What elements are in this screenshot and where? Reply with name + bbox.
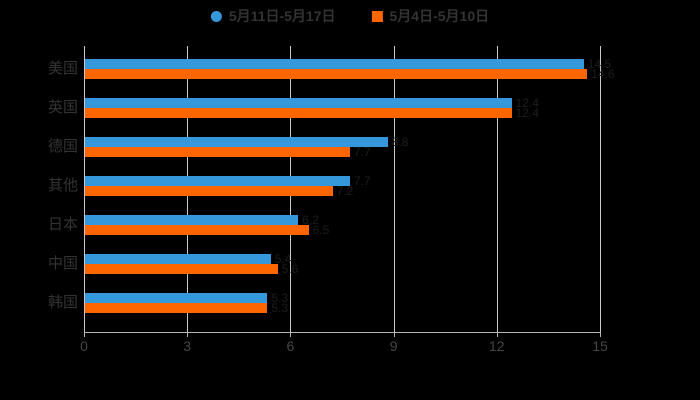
x-tick-label: 15	[592, 338, 608, 354]
x-tick-label: 6	[286, 338, 295, 354]
bar-value-label: 12.4	[515, 96, 539, 110]
square-marker-icon	[371, 10, 383, 22]
bar-series2-其他[interactable]	[85, 186, 333, 196]
bar-value-label: 7.2	[336, 184, 354, 198]
x-tick-label: 12	[489, 338, 505, 354]
x-tick-label: 3	[183, 338, 192, 354]
bar-value-label: 8.8	[391, 135, 409, 149]
bar-value-label: 12.4	[515, 106, 539, 120]
x-axis-tick	[84, 332, 85, 337]
y-axis-category-label: 日本	[47, 216, 78, 233]
bar-series2-中国[interactable]	[85, 264, 278, 274]
bar-series2-日本[interactable]	[85, 225, 309, 235]
bar-value-label: 5.6	[281, 262, 299, 276]
y-axis-category-label: 英国	[47, 99, 78, 116]
bar-value-label: 6.2	[302, 213, 319, 227]
bar-series1-日本[interactable]	[85, 215, 299, 225]
bar-series1-韩国[interactable]	[85, 293, 268, 303]
x-axis-tick	[600, 332, 601, 337]
x-axis-tick	[393, 332, 395, 337]
gridline	[496, 46, 498, 332]
legend-item-0[interactable]: 5月11日-5月17日	[210, 6, 336, 26]
bar-value-label: 7.7	[353, 174, 371, 188]
legend-label: 5月4日-5月10日	[389, 8, 490, 24]
y-axis-category-label: 美国	[47, 60, 78, 77]
bar-series2-美国[interactable]	[85, 69, 588, 79]
y-axis-category-label: 其他	[47, 177, 78, 194]
gridline	[84, 46, 85, 332]
bar-series1-中国[interactable]	[85, 254, 271, 264]
bar-value-label: 5.4	[274, 252, 292, 266]
bar-value-label: 5.3	[271, 291, 288, 305]
bar-value-label: 14.6	[591, 67, 615, 81]
x-tick-label: 0	[80, 338, 88, 354]
legend-item-1[interactable]: 5月4日-5月10日	[371, 6, 490, 26]
bar-series2-德国[interactable]	[85, 147, 350, 157]
bar-value-label: 5.3	[271, 301, 288, 315]
x-axis-line	[84, 332, 601, 333]
y-axis-category-label: 韩国	[47, 294, 78, 311]
y-axis-category-label: 中国	[47, 255, 78, 272]
gridline	[393, 46, 395, 332]
y-axis-category-label: 德国	[47, 138, 78, 155]
chart-legend: 5月11日-5月17日 5月4日-5月10日	[210, 6, 490, 26]
bar-value-label: 7.7	[353, 145, 371, 159]
bar-series2-英国[interactable]	[85, 108, 512, 118]
x-tick-label: 9	[389, 338, 398, 354]
x-axis-tick	[290, 332, 292, 337]
circle-marker-icon	[210, 10, 222, 22]
bar-series1-其他[interactable]	[85, 176, 350, 186]
legend-label: 5月11日-5月17日	[228, 8, 336, 24]
bar-series1-德国[interactable]	[85, 137, 388, 147]
bar-series2-韩国[interactable]	[85, 303, 268, 313]
bar-series1-英国[interactable]	[85, 98, 512, 108]
bar-value-label: 14.5	[587, 57, 612, 71]
bar-series1-美国[interactable]	[85, 59, 584, 69]
bar-value-label: 6.5	[312, 223, 330, 237]
x-axis-tick	[496, 332, 498, 337]
gridline	[600, 46, 601, 332]
x-axis-tick	[187, 332, 189, 337]
